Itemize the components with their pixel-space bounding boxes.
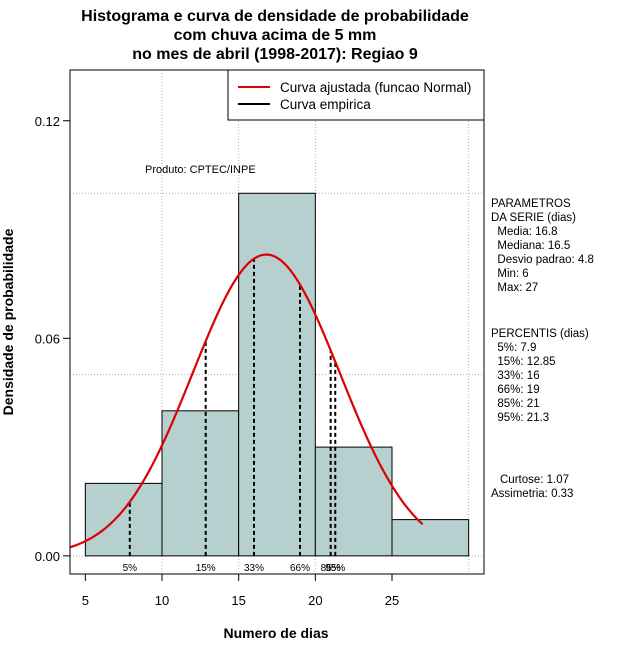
percentile-label: 15% — [196, 563, 216, 574]
percentil-line: 66%: 19 — [491, 384, 540, 396]
y-axis-title: Densidade de probabilidade — [0, 228, 16, 415]
chart-title-line-1: Histograma e curva de densidade de proba… — [81, 8, 469, 25]
percentil-line: PERCENTIS (dias) — [491, 328, 589, 340]
x-tick-label: 25 — [385, 593, 399, 608]
percentile-layer: 5% 15% 33% 66% 85%95% — [123, 258, 345, 574]
chart-title-line-3: no mes de abril (1998-2017): Regiao 9 — [132, 46, 418, 63]
percentil-line: 5%: 7.9 — [491, 342, 536, 354]
legend: Curva ajustada (funcao Normal) Curva emp… — [227, 69, 485, 121]
x-tick-label: 5 — [82, 593, 89, 608]
param-line: Mediana: 16.5 — [491, 240, 570, 252]
percentil-line: 15%: 12.85 — [491, 356, 556, 368]
normal-fit-curve — [69, 253, 424, 549]
legend-box — [227, 69, 485, 121]
axes-layer: 5 10 15 20 25 0.00 0.06 0.12 — [35, 114, 400, 608]
x-axis-title: Numero de dias — [223, 625, 328, 641]
percentile-label: 66% — [290, 563, 310, 574]
param-line: Max: 27 — [491, 282, 538, 294]
chart-title-line-2: com chuva acima de 5 mm — [174, 27, 377, 44]
percentile-label: 95% — [325, 563, 345, 574]
histogram-bar — [314, 446, 393, 557]
histogram-bar — [84, 482, 163, 557]
x-tick-label: 15 — [231, 593, 245, 608]
histogram-bar — [161, 410, 240, 557]
legend-label-empirical: Curva empirica — [280, 97, 371, 112]
legend-label-fit: Curva ajustada (funcao Normal) — [280, 80, 471, 95]
percentil-line: 85%: 21 — [491, 398, 540, 410]
curve-layer — [69, 253, 424, 549]
param-line: Media: 16.8 — [491, 226, 557, 238]
param-line: PARAMETROS — [491, 198, 571, 210]
percentil-line: 33%: 16 — [491, 370, 540, 382]
curtose-label: Curtose: 1.07 — [500, 474, 569, 486]
param-line: Min: 6 — [491, 268, 529, 280]
param-line: DA SERIE (dias) — [491, 212, 576, 224]
assimetria-label: Assimetria: 0.33 — [491, 488, 573, 500]
percentile-label: 85% — [321, 563, 341, 574]
percentile-label: 33% — [244, 563, 264, 574]
histogram-bar — [391, 519, 470, 557]
product-label: Produto: CPTEC/INPE — [145, 164, 256, 176]
percentile-label: 5% — [123, 563, 138, 574]
y-tick-label: 0.00 — [35, 549, 60, 564]
x-tick-label: 20 — [308, 593, 322, 608]
histogram-bar — [238, 192, 316, 557]
param-line: Desvio padrao: 4.8 — [491, 254, 594, 266]
x-tick-label: 10 — [155, 593, 169, 608]
parameters-panel: PARAMETROS DA SERIE (dias) Media: 16.8 M… — [491, 198, 594, 294]
percentiles-panel: PERCENTIS (dias) 5%: 7.9 15%: 12.85 33%:… — [491, 328, 589, 424]
percentil-line: 95%: 21.3 — [491, 412, 549, 424]
bars-layer — [84, 192, 470, 557]
y-tick-label: 0.12 — [35, 114, 60, 129]
y-tick-label: 0.06 — [35, 331, 60, 346]
shape-stats-panel: Curtose: 1.07 Assimetria: 0.33 — [491, 474, 573, 500]
